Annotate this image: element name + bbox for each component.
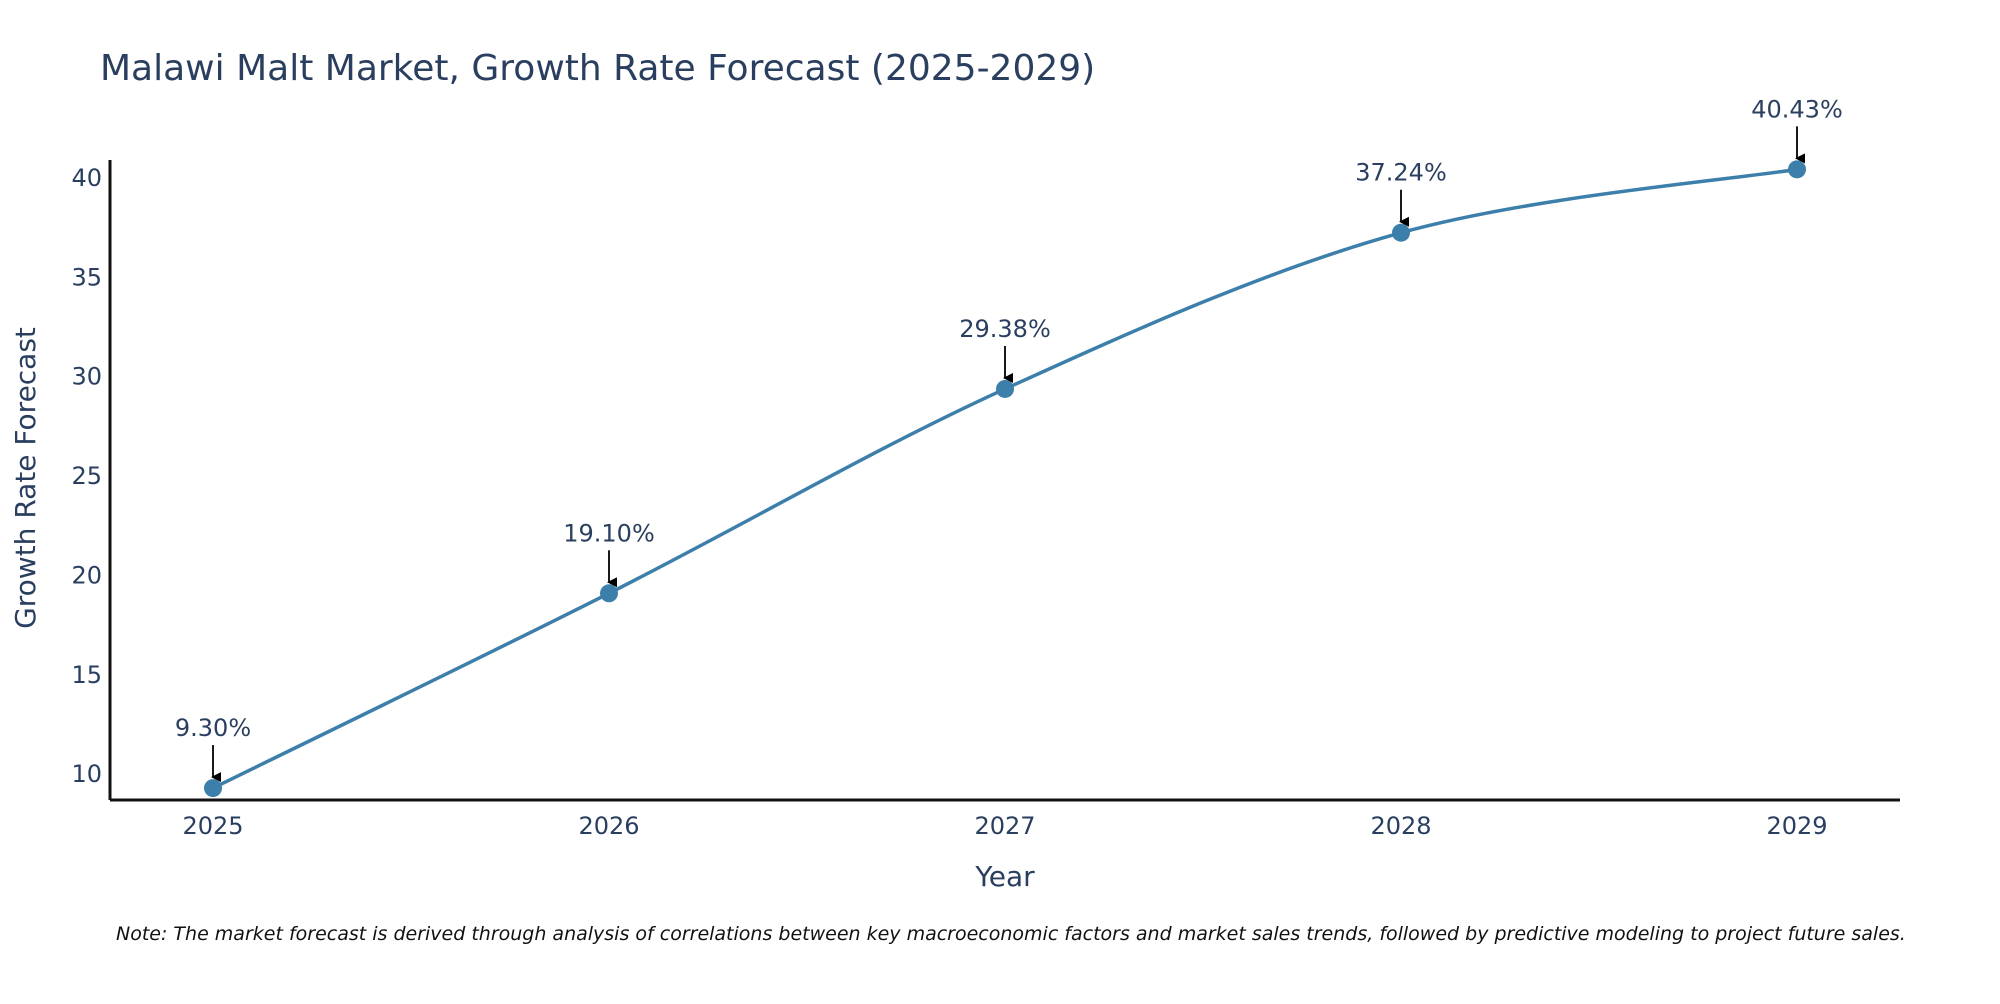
data-point xyxy=(600,584,618,603)
data-point xyxy=(996,379,1014,398)
data-label: 19.10% xyxy=(563,519,655,547)
data-point xyxy=(204,779,222,798)
chart-title: Malawi Malt Market, Growth Rate Forecast… xyxy=(100,48,1095,89)
y-tick-label: 25 xyxy=(71,462,102,490)
x-tick-label: 2026 xyxy=(578,812,639,840)
y-axis-title: Growth Rate Forecast xyxy=(9,327,42,629)
x-tick-label: 2025 xyxy=(182,812,243,840)
data-point xyxy=(1392,223,1410,242)
data-label: 29.38% xyxy=(959,315,1051,343)
data-label: 37.24% xyxy=(1355,159,1447,187)
x-tick-label: 2029 xyxy=(1766,812,1827,840)
x-tick-label: 2028 xyxy=(1370,812,1431,840)
y-tick-label: 10 xyxy=(71,760,102,788)
y-tick-label: 20 xyxy=(71,561,102,589)
data-point xyxy=(1788,160,1806,179)
y-tick-label: 15 xyxy=(71,661,102,689)
x-tick-label: 2027 xyxy=(974,812,1035,840)
y-tick-label: 30 xyxy=(71,363,102,391)
data-label: 9.30% xyxy=(175,714,251,742)
data-label: 40.43% xyxy=(1751,95,1843,123)
chart-note: Note: The market forecast is derived thr… xyxy=(116,923,1906,945)
y-tick-label: 35 xyxy=(71,263,102,291)
x-axis-title: Year xyxy=(974,860,1035,893)
y-tick-label: 40 xyxy=(71,164,102,192)
series-line xyxy=(211,167,1799,790)
